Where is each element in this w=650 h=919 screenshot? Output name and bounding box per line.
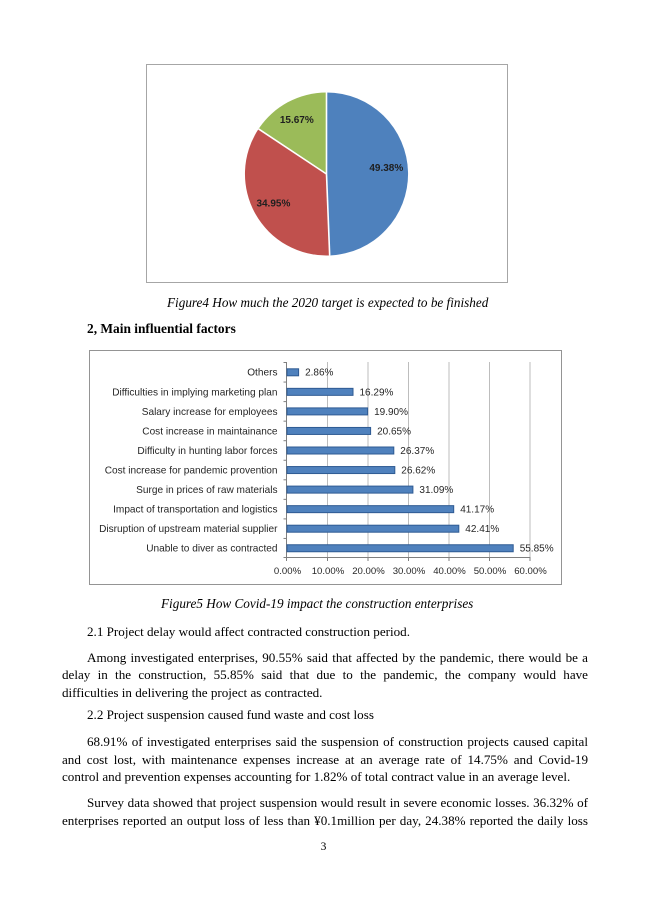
svg-text:Unable to diver as contracted: Unable to diver as contracted bbox=[146, 544, 277, 555]
svg-text:49.38%: 49.38% bbox=[369, 163, 403, 174]
svg-text:26.62%: 26.62% bbox=[401, 465, 435, 476]
svg-text:60.00%: 60.00% bbox=[514, 566, 547, 577]
svg-text:0.00%: 0.00% bbox=[274, 566, 302, 577]
svg-text:30.00%: 30.00% bbox=[393, 566, 426, 577]
svg-text:10.00%: 10.00% bbox=[312, 566, 345, 577]
svg-text:19.90%: 19.90% bbox=[374, 407, 408, 418]
svg-text:20.65%: 20.65% bbox=[377, 426, 411, 437]
svg-text:50.00%: 50.00% bbox=[474, 566, 507, 577]
svg-text:Cost increase for pandemic pro: Cost increase for pandemic provention bbox=[105, 465, 278, 476]
svg-text:40.00%: 40.00% bbox=[433, 566, 466, 577]
svg-text:Impact of transportation and l: Impact of transportation and logistics bbox=[113, 505, 277, 516]
svg-text:31.09%: 31.09% bbox=[419, 485, 453, 496]
svg-text:34.95%: 34.95% bbox=[256, 198, 290, 209]
svg-text:16.29%: 16.29% bbox=[360, 387, 394, 398]
svg-text:26.37%: 26.37% bbox=[400, 446, 434, 457]
svg-text:15.67%: 15.67% bbox=[280, 115, 314, 126]
svg-text:Difficulties in implying marke: Difficulties in implying marketing plan bbox=[112, 387, 277, 398]
svg-text:20.00%: 20.00% bbox=[352, 566, 385, 577]
svg-text:Salary increase for employees: Salary increase for employees bbox=[142, 407, 278, 418]
svg-text:Difficulty in hunting labor fo: Difficulty in hunting labor forces bbox=[137, 446, 277, 457]
svg-text:Others: Others bbox=[247, 368, 277, 379]
svg-text:Disruption of upstream materia: Disruption of upstream material supplier bbox=[99, 524, 278, 535]
svg-text:55.85%: 55.85% bbox=[520, 544, 554, 555]
svg-text:42.41%: 42.41% bbox=[465, 524, 499, 535]
svg-text:2.86%: 2.86% bbox=[305, 368, 333, 379]
svg-text:Surge in prices of raw materia: Surge in prices of raw materials bbox=[136, 485, 277, 496]
svg-text:Cost increase in maintainance: Cost increase in maintainance bbox=[142, 426, 278, 437]
svg-text:41.17%: 41.17% bbox=[460, 505, 494, 516]
